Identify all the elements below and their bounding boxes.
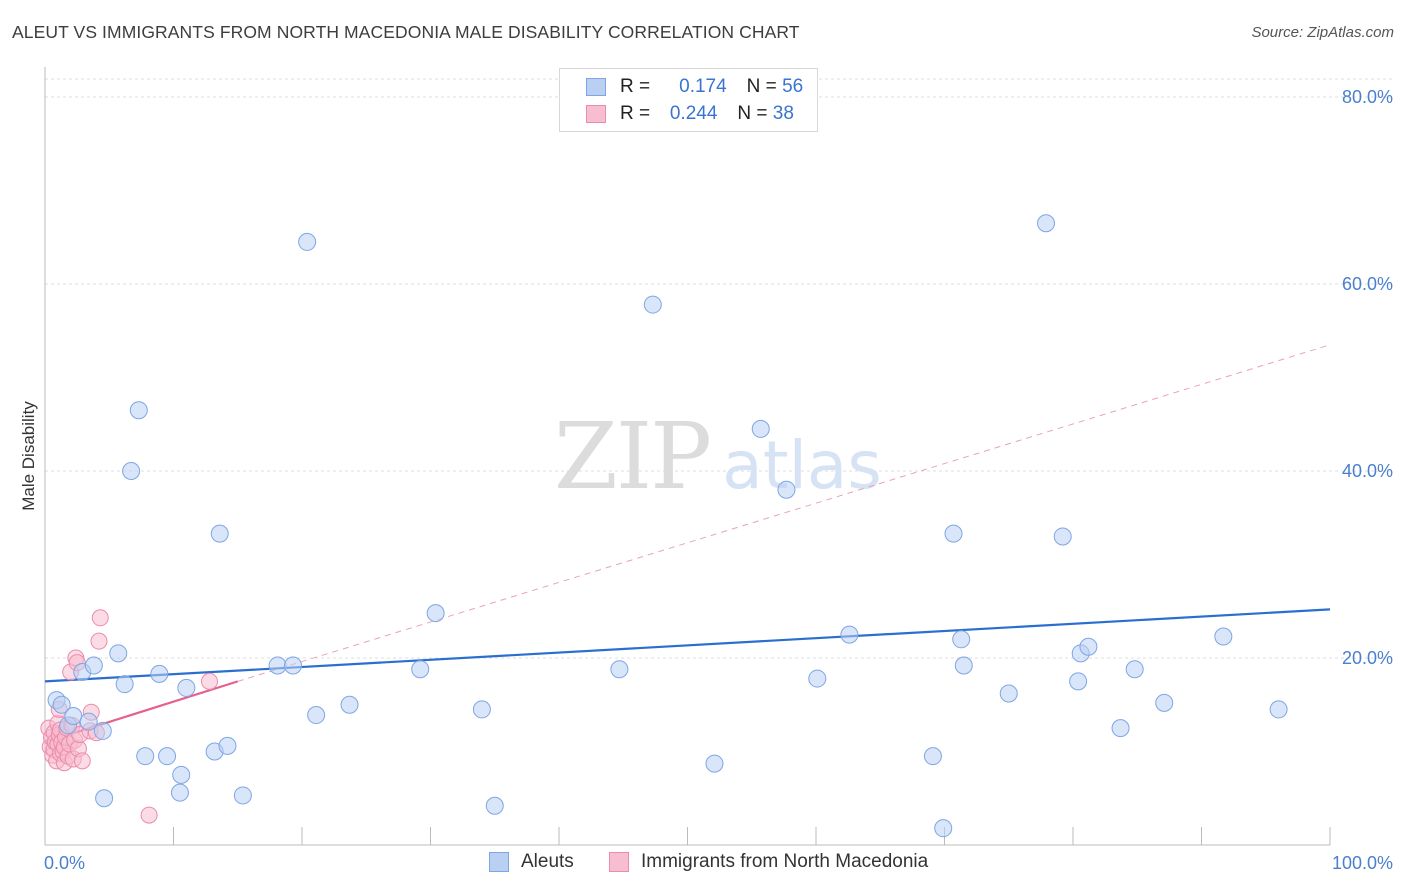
- n-label: N =: [737, 103, 768, 124]
- aleut-point: [705, 754, 724, 773]
- aleut-trend-line: [44, 608, 1331, 683]
- immigrants-trend-extrapolation: [237, 344, 1331, 682]
- immigrants-swatch: [586, 105, 606, 123]
- y-axis-label: Male Disability: [19, 401, 38, 511]
- immigrants-point: [73, 752, 91, 770]
- aleut-point: [93, 721, 112, 740]
- n-value: 56: [782, 76, 804, 97]
- aleut-point: [129, 401, 148, 420]
- r-value: 0.244: [669, 103, 718, 124]
- aleut-point: [643, 295, 662, 314]
- aleut-point: [954, 656, 973, 675]
- aleut-point: [1125, 660, 1144, 679]
- aleut-point: [136, 747, 155, 766]
- source-credit: Source: ZipAtlas.com: [1251, 24, 1394, 41]
- y-tick-label: 20.0%: [1342, 648, 1393, 668]
- aleut-point: [284, 656, 303, 675]
- aleut-point: [1037, 214, 1056, 233]
- aleut-point: [79, 712, 98, 731]
- r-value: 0.174: [679, 76, 727, 97]
- y-tick-labels: 20.0% 40.0% 60.0% 80.0%: [1342, 87, 1393, 668]
- aleut-point: [840, 625, 859, 644]
- aleut-point: [158, 747, 177, 766]
- x-tick-label: 0.0%: [44, 853, 85, 873]
- aleut-point: [610, 660, 629, 679]
- aleut-point: [268, 656, 287, 675]
- aleut-point: [64, 706, 83, 725]
- aleut-swatch: [586, 78, 606, 96]
- immigrants-point: [140, 806, 158, 824]
- aleut-point: [1214, 627, 1233, 646]
- aleut-point: [426, 604, 445, 623]
- aleut-point: [233, 786, 252, 805]
- aleut-point: [122, 462, 141, 480]
- grid-lines: [45, 78, 1395, 659]
- x-tick-label: 100.0%: [1332, 853, 1393, 873]
- aleut-point: [751, 419, 770, 438]
- aleut-point: [944, 524, 963, 543]
- aleuts-label: Aleuts: [521, 851, 574, 872]
- aleut-point: [411, 660, 430, 679]
- aleut-point: [109, 644, 128, 663]
- y-tick-label: 60.0%: [1342, 274, 1393, 294]
- series-legend: Aleuts Immigrants from North Macedonia: [0, 851, 1406, 877]
- aleut-point: [307, 706, 326, 725]
- r-label: R =: [620, 103, 651, 124]
- aleut-point: [1269, 700, 1288, 719]
- aleut-point: [218, 736, 237, 755]
- legend-item-immigrants: Immigrants from North Macedonia: [609, 851, 928, 873]
- aleut-point: [172, 765, 191, 784]
- aleut-point: [1111, 719, 1130, 738]
- aleut-point: [115, 675, 134, 694]
- aleut-point: [777, 480, 796, 499]
- aleut-points: [47, 214, 1288, 838]
- n-value: 38: [772, 103, 794, 124]
- x-tick-labels: 0.0% 100.0%: [44, 853, 1393, 873]
- axes: [44, 67, 1331, 846]
- legend-row-immigrants: R = 0.244 N = 38: [586, 102, 794, 126]
- chart-title: ALEUT VS IMMIGRANTS FROM NORTH MACEDONIA…: [12, 22, 800, 42]
- aleut-point: [952, 630, 971, 649]
- r-label: R =: [620, 76, 651, 97]
- aleut-point: [84, 656, 103, 675]
- aleut-point: [1079, 637, 1098, 656]
- aleut-point: [923, 747, 942, 766]
- aleut-point: [298, 232, 317, 251]
- correlation-legend: R = 0.174 N = 56 R = 0.244 N = 38: [559, 68, 818, 132]
- y-tick-label: 80.0%: [1342, 87, 1393, 107]
- aleut-point: [1053, 527, 1072, 546]
- aleut-point: [210, 524, 229, 543]
- watermark-atlas: atlas: [722, 427, 882, 504]
- aleut-point: [150, 664, 169, 683]
- immigrants-point: [90, 632, 108, 650]
- aleut-point: [170, 783, 189, 802]
- aleut-point: [808, 669, 827, 688]
- aleut-point: [95, 789, 114, 808]
- immigrants-point: [200, 672, 218, 690]
- y-tick-label: 40.0%: [1342, 461, 1393, 481]
- immigrants-point: [91, 609, 109, 627]
- aleut-point: [1155, 693, 1174, 712]
- aleut-point: [177, 678, 196, 697]
- watermark-zip: ZIP: [554, 403, 710, 510]
- immigrants-swatch: [609, 852, 629, 872]
- aleut-point: [52, 695, 71, 714]
- immigrants-label: Immigrants from North Macedonia: [641, 851, 929, 872]
- aleut-point: [934, 819, 953, 838]
- aleut-point: [472, 700, 491, 719]
- aleut-point: [1069, 672, 1088, 691]
- n-label: N =: [746, 76, 777, 97]
- aleut-swatch: [489, 852, 509, 872]
- aleut-point: [485, 796, 504, 815]
- legend-row-aleuts: R = 0.174 N = 56: [586, 75, 803, 99]
- aleut-point: [340, 695, 359, 714]
- legend-item-aleuts: Aleuts: [489, 851, 574, 873]
- aleut-point: [999, 684, 1018, 703]
